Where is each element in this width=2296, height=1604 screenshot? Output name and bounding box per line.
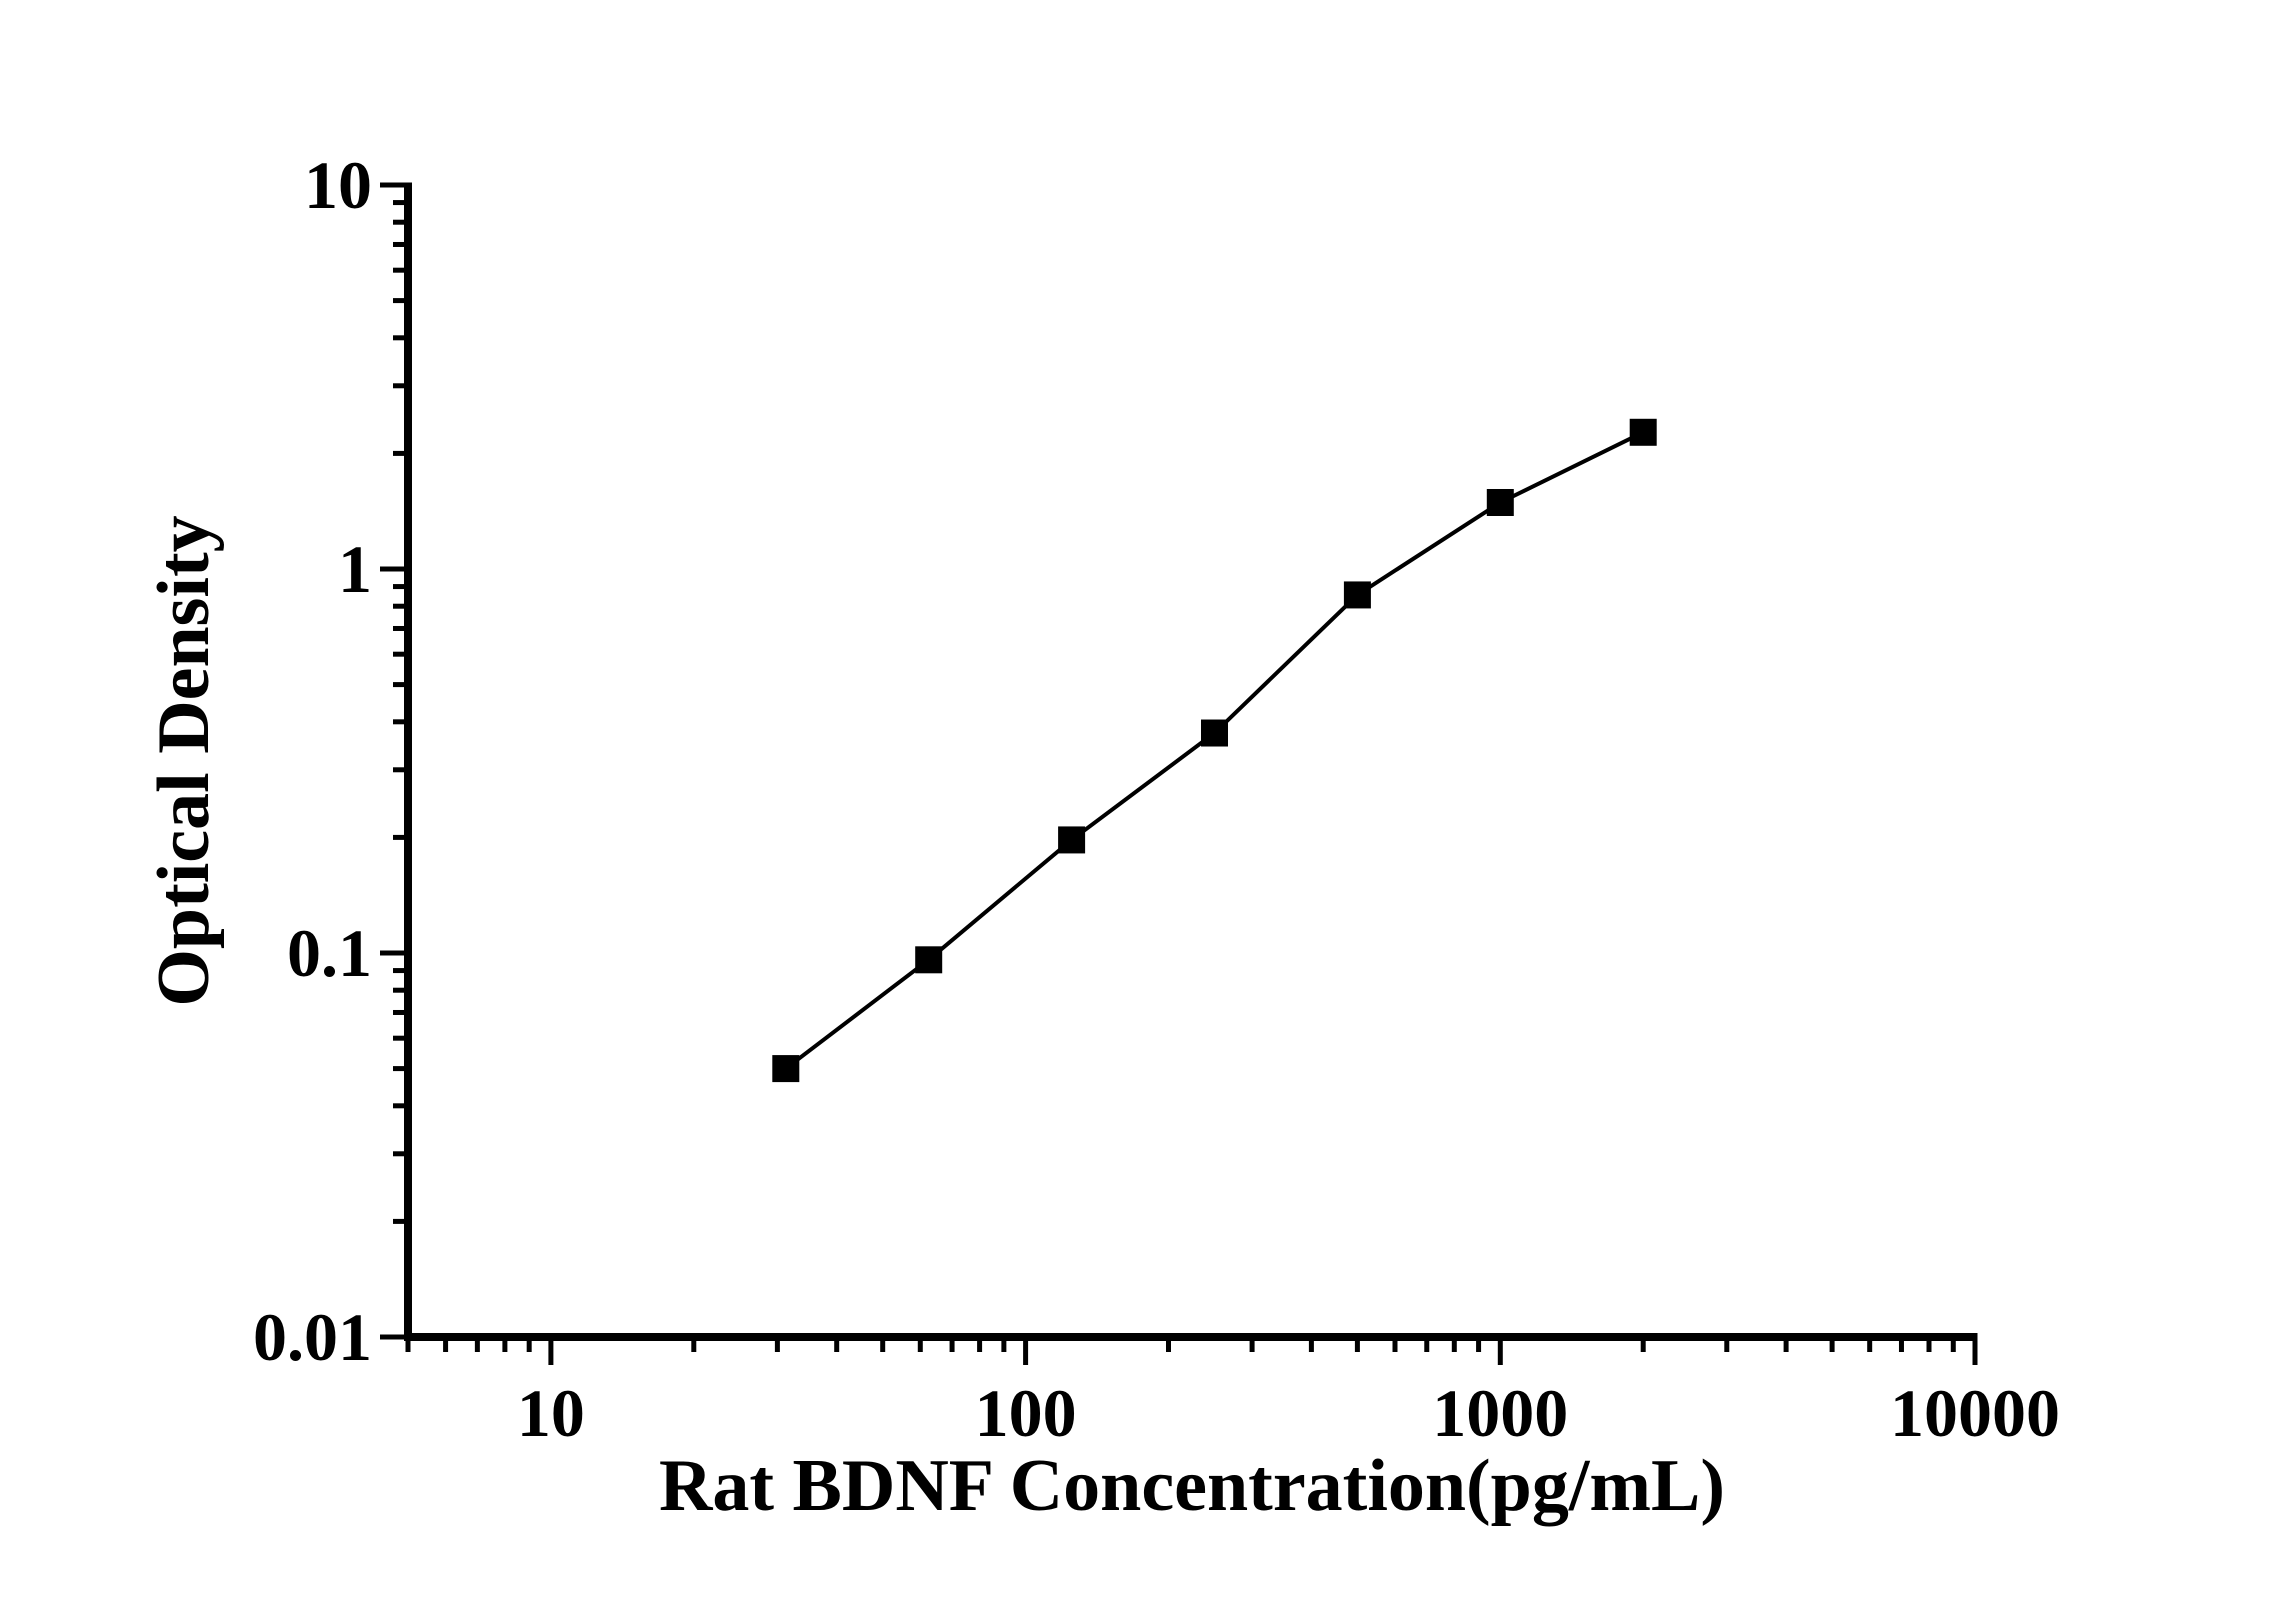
y-axis-title: Optical Density [143,515,225,1006]
x-tick-label: 1000 [1432,1375,1568,1451]
data-point-125 [1058,826,1086,854]
tick-labels: 10 100 1000 10000 0.01 0.1 1 10 [253,147,2060,1451]
major-ticks [380,182,1978,1365]
x-axis-title: Rat BDNF Concentration(pg/mL) [659,1445,1725,1527]
y-tick-label: 0.1 [287,915,372,991]
data-point-250 [1201,719,1229,747]
x-tick-label: 10000 [1890,1375,2060,1451]
minor-ticks [393,200,1956,1352]
data-point-500 [1343,581,1371,609]
data-point-62.5 [915,946,943,974]
data-point-1000 [1486,488,1514,516]
y-tick-label: 10 [304,147,372,223]
data-point-2000 [1629,418,1657,446]
x-tick-label: 100 [975,1375,1077,1451]
data-series [772,418,1657,1083]
y-tick-label: 0.01 [253,1299,372,1375]
x-tick-label: 10 [517,1375,585,1451]
standard-curve-line [784,430,1645,1071]
y-tick-label: 1 [338,531,372,607]
data-point-31.25 [772,1055,800,1083]
axes [404,182,1978,1341]
